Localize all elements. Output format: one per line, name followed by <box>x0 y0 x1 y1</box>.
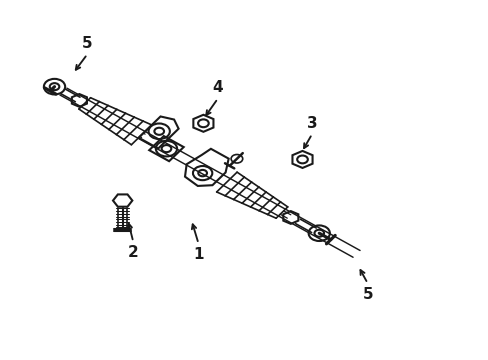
Text: 2: 2 <box>128 245 139 260</box>
Text: 5: 5 <box>362 287 372 302</box>
Text: 3: 3 <box>306 116 317 131</box>
Text: 4: 4 <box>212 80 223 95</box>
Text: 1: 1 <box>193 247 203 262</box>
Text: 5: 5 <box>82 36 93 51</box>
